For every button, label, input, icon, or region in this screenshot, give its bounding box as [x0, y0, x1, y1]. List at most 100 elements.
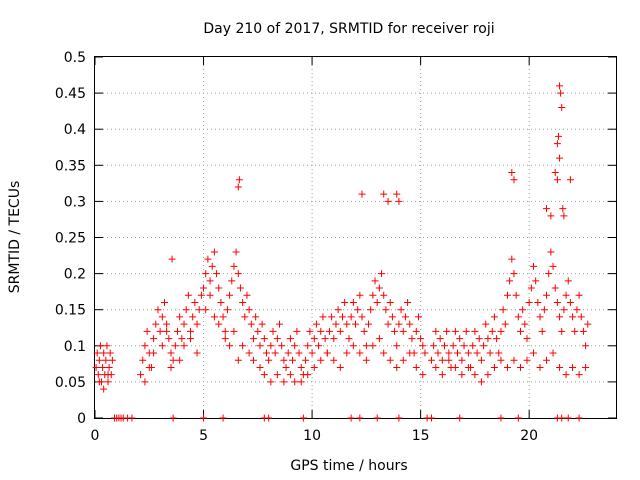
data-point — [536, 313, 544, 321]
data-point — [152, 320, 160, 328]
data-point — [393, 342, 401, 350]
data-point — [564, 414, 572, 422]
data-point — [556, 313, 564, 321]
data-point — [536, 363, 544, 371]
data-point — [289, 356, 297, 364]
data-point — [560, 212, 568, 220]
data-point — [193, 349, 201, 357]
data-point — [202, 306, 210, 314]
data-point — [384, 320, 392, 328]
data-point — [497, 414, 505, 422]
data-point — [559, 205, 567, 213]
data-point — [291, 342, 299, 350]
data-point — [556, 154, 564, 162]
data-point — [503, 363, 511, 371]
data-point — [349, 298, 357, 306]
data-point — [380, 291, 388, 299]
data-point — [456, 414, 464, 422]
data-point — [217, 298, 225, 306]
data-point — [534, 298, 542, 306]
data-point — [252, 313, 260, 321]
data-point — [280, 378, 288, 386]
data-point — [150, 349, 158, 357]
data-point — [254, 327, 262, 335]
data-point — [167, 363, 175, 371]
data-point — [228, 277, 236, 285]
data-point — [458, 356, 466, 364]
data-point — [516, 363, 524, 371]
data-point — [256, 363, 264, 371]
data-point — [419, 342, 427, 350]
x-tick-label: 15 — [412, 428, 430, 444]
data-point — [562, 371, 570, 379]
data-point — [375, 335, 383, 343]
data-point — [549, 262, 557, 270]
data-point — [223, 306, 231, 314]
data-point — [102, 356, 110, 364]
data-point — [347, 313, 355, 321]
data-point — [345, 335, 353, 343]
data-point — [451, 363, 459, 371]
data-point — [267, 342, 275, 350]
data-point — [571, 327, 579, 335]
data-point — [100, 349, 108, 357]
data-point — [232, 248, 240, 256]
x-tick-label: 10 — [303, 428, 321, 444]
data-point — [471, 327, 479, 335]
data-point — [460, 342, 468, 350]
data-point — [247, 320, 255, 328]
data-point — [169, 414, 177, 422]
data-point — [399, 356, 407, 364]
data-point — [569, 363, 577, 371]
data-point — [356, 349, 364, 357]
data-point — [158, 342, 166, 350]
data-point — [260, 335, 268, 343]
data-point — [566, 176, 574, 184]
data-point — [239, 298, 247, 306]
chart-title: Day 210 of 2017, SRMTID for receiver roj… — [203, 21, 494, 37]
data-point — [343, 349, 351, 357]
data-point — [545, 270, 553, 278]
data-point — [510, 176, 518, 184]
data-point — [267, 378, 275, 386]
data-point — [226, 291, 234, 299]
data-point — [180, 320, 188, 328]
data-point — [262, 349, 270, 357]
data-point — [436, 335, 444, 343]
data-point — [530, 349, 538, 357]
data-point — [221, 335, 229, 343]
data-point — [508, 255, 516, 263]
data-point — [419, 371, 427, 379]
data-point — [369, 291, 377, 299]
data-point — [358, 313, 366, 321]
data-point — [445, 349, 453, 357]
data-point — [106, 349, 114, 357]
data-point — [213, 270, 221, 278]
data-point — [386, 298, 394, 306]
data-point — [273, 335, 281, 343]
data-point — [371, 277, 379, 285]
data-point — [401, 313, 409, 321]
y-tick-label: 0.05 — [55, 375, 86, 391]
data-point — [454, 349, 462, 357]
data-point — [408, 335, 416, 343]
data-point — [312, 320, 320, 328]
data-point — [564, 277, 572, 285]
data-point — [304, 371, 312, 379]
data-point — [569, 313, 577, 321]
data-point — [490, 363, 498, 371]
data-point — [482, 320, 490, 328]
data-point — [187, 335, 195, 343]
data-point — [310, 335, 318, 343]
data-point — [176, 356, 184, 364]
data-point — [391, 327, 399, 335]
data-point — [480, 342, 488, 350]
data-point — [208, 262, 216, 270]
data-point — [184, 291, 192, 299]
data-point — [484, 371, 492, 379]
data-point — [488, 327, 496, 335]
data-point — [443, 327, 451, 335]
data-point — [105, 363, 113, 371]
data-point — [553, 298, 561, 306]
data-point — [554, 132, 562, 140]
